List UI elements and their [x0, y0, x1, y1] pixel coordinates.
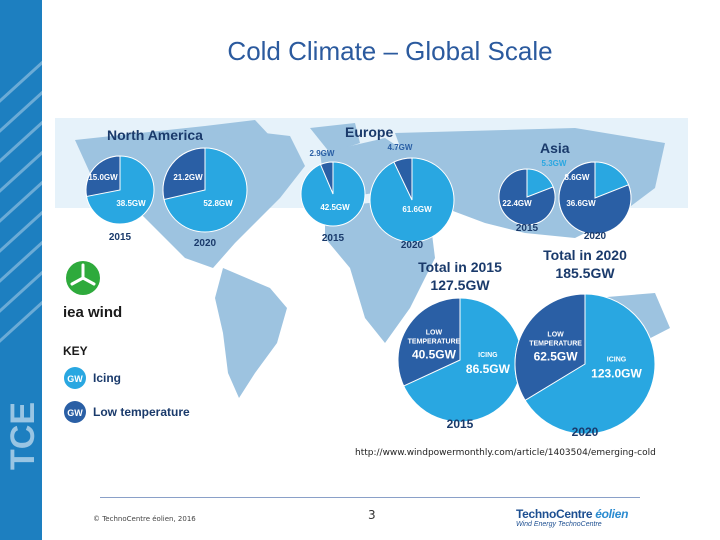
pie-europe-2020-icing-label: 61.6GW	[402, 205, 432, 214]
pie-europe-2020-low-temperature-slice	[393, 157, 413, 201]
pie-global-2020-icing-label: 123.0GW	[591, 367, 642, 381]
region-label-north-america: North America	[107, 127, 203, 143]
pie-asia-2015-year-label: 2015	[516, 223, 539, 234]
pie-north-america-2020-low-label: 21.2GW	[173, 173, 203, 182]
pie-north-america-2020-low-temperature-slice	[162, 147, 206, 201]
source-url[interactable]: http://www.windpowermonthly.com/article/…	[355, 448, 656, 458]
legend-label-icing: Icing	[93, 371, 121, 385]
turbine-icon	[70, 263, 96, 286]
cold-climate-chart: North America Europe Asia Total in 2015 …	[55, 118, 688, 444]
pie-north-america-2015-low-label: 15.0GW	[88, 173, 118, 182]
iea-wind-text: iea wind	[63, 304, 122, 321]
pie-europe-2015-year-label: 2015	[322, 233, 345, 244]
pie-global-2015-low-text-2: TEMPERATURE	[408, 339, 461, 346]
logo-subtitle: Wind Energy TechnoCentre	[516, 521, 602, 528]
pie-asia-2020-low-temperature-slice	[558, 161, 632, 235]
pie-north-america-2020-icing-label: 52.8GW	[203, 199, 233, 208]
legend-title: KEY	[63, 344, 88, 358]
pie-north-america-2015-low-temperature-slice	[85, 155, 121, 198]
pie-global-2015-low-text-1: LOW	[426, 330, 443, 337]
pie-global-2015-year-label: 2015	[447, 417, 474, 431]
pie-asia-2020-icing-label: 8.6GW	[565, 173, 590, 182]
pie-global-2020-year-label: 2020	[572, 425, 599, 439]
total-2015-label: Total in 2015	[418, 259, 502, 275]
pie-asia-2020-year-label: 2020	[584, 231, 607, 242]
pie-north-america-2020-year-label: 2020	[194, 238, 217, 249]
pie-europe-2015-low-temperature-slice	[319, 161, 334, 195]
iea-wind-logo: iea wind	[63, 261, 122, 321]
legend-label-low-temperature: Low temperature	[93, 405, 190, 419]
total-2015-value: 127.5GW	[430, 277, 490, 293]
pie-charts: 15.0GW 38.5GW 2015 21.2GW 52.8GW 2020 2.9GW 42.…	[85, 143, 656, 439]
page-number: 3	[368, 508, 376, 522]
pie-global-2015-icing-label: 86.5GW	[466, 362, 511, 376]
pie-asia-2015-low-label: 22.4GW	[502, 199, 532, 208]
copyright-text: © TechnoCentre éolien, 2016	[93, 515, 196, 523]
pie-north-america-2015-icing-label: 38.5GW	[116, 199, 146, 208]
region-label-europe: Europe	[345, 124, 393, 140]
pie-global-2015-low-temperature-slice	[397, 297, 461, 387]
pie-global-2020-low-label: 62.5GW	[534, 350, 579, 364]
technocentre-logo: TechnoCentre éolien Wind Energy TechnoCe…	[516, 507, 628, 528]
total-2020-value: 185.5GW	[555, 265, 615, 281]
sidebar-band: TCE	[0, 0, 42, 540]
pie-europe-2020-year-label: 2020	[401, 240, 424, 251]
pie-europe-2020-low-label: 4.7GW	[388, 143, 413, 152]
sidebar-tce-text: TCE	[4, 402, 42, 470]
pie-global-2020-low-text-1: LOW	[547, 332, 564, 339]
logo-eolien-text: éolien	[595, 507, 629, 521]
pie-global-2015-low-label: 40.5GW	[412, 348, 457, 362]
pie-europe-2015-icing-label: 42.5GW	[320, 203, 350, 212]
pie-global-2020-low-temperature-slice	[514, 293, 586, 402]
pie-asia-2015-icing-label: 5.3GW	[542, 159, 567, 168]
pie-north-america-2015-year-label: 2015	[109, 232, 132, 243]
pie-asia-2020-low-label: 36.6GW	[566, 199, 596, 208]
logo-technocentre-text: TechnoCentre	[516, 507, 593, 521]
legend-badge-low-temperature: GW	[67, 408, 83, 418]
pie-europe-2015-low-label: 2.9GW	[310, 149, 335, 158]
pie-global-2020-low-text-2: TEMPERATURE	[529, 341, 582, 348]
legend-swatch-low-temperature	[64, 401, 86, 423]
pie-asia-2015-low-temperature-slice	[498, 168, 556, 226]
legend-swatch-icing	[64, 367, 86, 389]
chart-labels: North America Europe Asia Total in 2015 …	[63, 124, 627, 423]
total-2020-label: Total in 2020	[543, 247, 627, 263]
region-label-asia: Asia	[540, 140, 570, 156]
page-title: Cold Climate – Global Scale	[227, 36, 553, 66]
legend-badge-icing: GW	[67, 374, 83, 384]
pie-global-2020-icing-text: ICING	[607, 357, 627, 364]
pie-global-2015-icing-text: ICING	[478, 352, 498, 359]
footer-divider	[100, 497, 640, 498]
sidebar-decoration: TCE	[0, 60, 42, 470]
